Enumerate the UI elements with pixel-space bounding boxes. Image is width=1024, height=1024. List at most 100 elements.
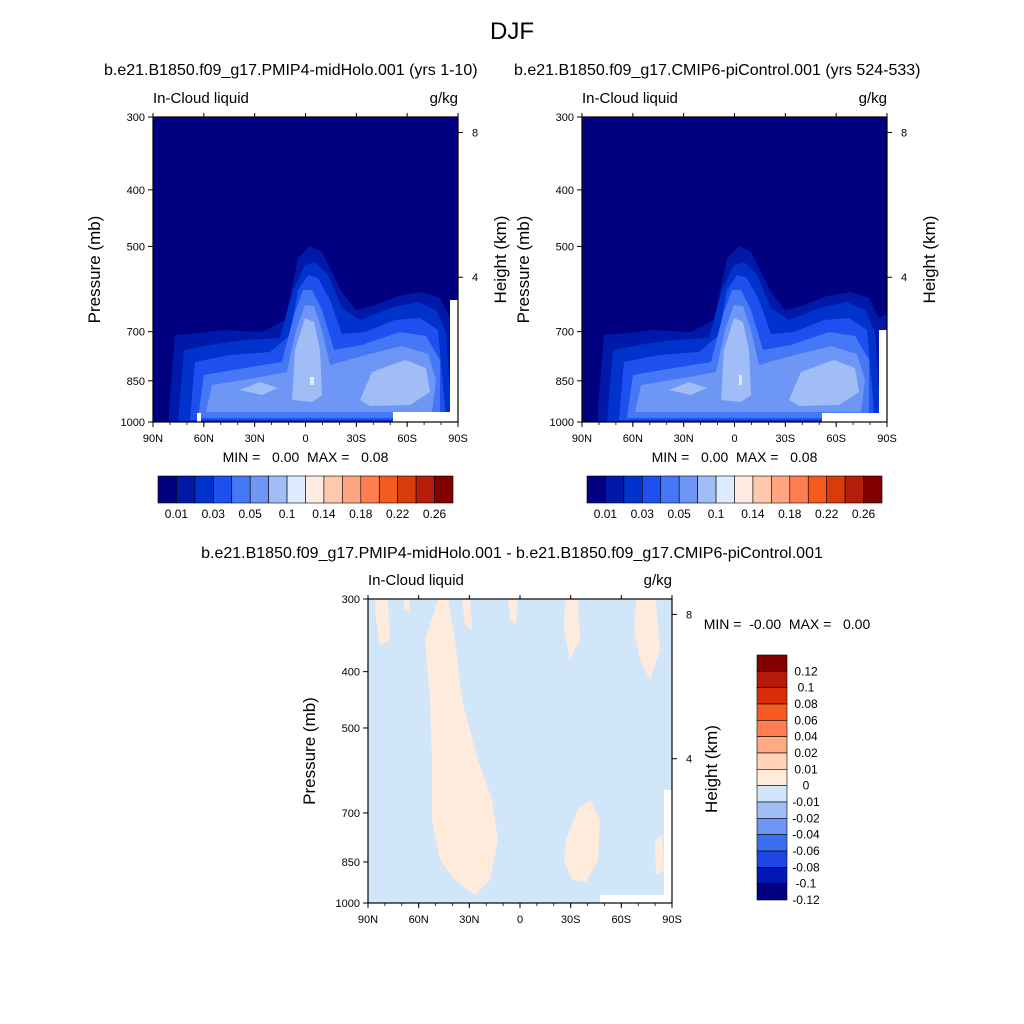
- right-y-tick-label: 400: [556, 185, 574, 197]
- difference-colorbar-label: -0.02: [792, 811, 820, 825]
- left-x-tick-label: 90S: [448, 433, 468, 445]
- difference-colorbar-box: [756, 687, 788, 705]
- right-min-max-label: MIN = 0.00 MAX = 0.08: [652, 449, 818, 465]
- difference-y-tick-label: 1000: [336, 898, 360, 910]
- left-panel-units-label: g/kg: [430, 90, 458, 107]
- left-y-axis-label: Pressure (mb): [85, 216, 104, 324]
- difference-colorbar-box: [756, 671, 788, 688]
- difference-y-right-axis-label: Height (km): [702, 725, 721, 813]
- right-colorbar-box: [605, 475, 625, 504]
- left-colorbar-box: [434, 475, 454, 504]
- right-panel-units-label: g/kg: [859, 90, 887, 107]
- right-x-tick-label: 90N: [572, 433, 592, 445]
- difference-colorbar-box: [756, 801, 788, 819]
- right-panel-title: b.e21.B1850.f09_g17.CMIP6-piControl.001 …: [514, 62, 921, 79]
- left-colorbar-box: [360, 475, 380, 504]
- left-colorbar-label: 0.22: [386, 507, 410, 521]
- right-colorbar-box: [734, 475, 754, 504]
- left-x-tick-label: 30N: [245, 433, 265, 445]
- difference-colorbar-label: -0.12: [792, 893, 820, 907]
- left-x-tick-label: 0: [302, 433, 308, 445]
- left-colorbar-box: [249, 475, 269, 504]
- difference-y-tick-label: 500: [342, 723, 360, 735]
- left-x-tick-label: 30S: [347, 433, 367, 445]
- left-height-tick-label: 8: [472, 127, 478, 139]
- right-colorbar-box: [771, 475, 791, 504]
- right-x-tick-label: 0: [731, 433, 737, 445]
- right-colorbar-label: 0.22: [815, 507, 839, 521]
- right-colorbar-label: 0.14: [741, 507, 765, 521]
- difference-x-tick-label: 90N: [358, 914, 378, 926]
- difference-colorbar-box: [756, 883, 788, 901]
- difference-colorbar-box: [756, 785, 788, 803]
- difference-colorbar-label: 0.02: [794, 746, 818, 760]
- difference-colorbar-box: [756, 769, 788, 786]
- left-panel: In-Cloud liquid g/kg: [152, 90, 459, 423]
- left-height-tick-label: 4: [472, 272, 478, 284]
- difference-colorbar-box: [756, 850, 788, 868]
- difference-colorbar-label: -0.01: [792, 795, 820, 809]
- difference-x-tick-label: 60S: [612, 914, 632, 926]
- left-panel-variable-label: In-Cloud liquid: [153, 90, 249, 107]
- right-height-tick-label: 4: [901, 272, 907, 284]
- left-colorbar-box: [378, 475, 398, 504]
- right-x-tick-label: 30N: [674, 433, 694, 445]
- right-y-right-axis-label: Height (km): [920, 216, 939, 304]
- difference-colorbar-box: [756, 818, 788, 835]
- right-panel-contours: [582, 117, 887, 422]
- difference-x-tick-label: 30S: [561, 914, 581, 926]
- difference-panel-variable-label: In-Cloud liquid: [368, 572, 464, 589]
- left-colorbar-box: [305, 475, 325, 504]
- difference-colorbar-label: 0.01: [794, 762, 818, 776]
- difference-colorbar-label: 0: [803, 779, 810, 793]
- left-colorbar-box: [342, 475, 362, 504]
- left-colorbar-box: [231, 475, 251, 504]
- difference-colorbar-box: [756, 736, 788, 754]
- right-colorbar-box: [623, 475, 643, 504]
- left-x-tick-label: 60N: [194, 433, 214, 445]
- difference-colorbar-box: [756, 720, 788, 737]
- left-colorbar-box: [397, 475, 417, 504]
- right-colorbar-box: [715, 475, 735, 504]
- difference-panel-title: b.e21.B1850.f09_g17.PMIP4-midHolo.001 - …: [201, 545, 823, 562]
- right-colorbar-box: [586, 475, 606, 504]
- left-colorbar-box: [323, 475, 343, 504]
- left-panel-contours: [153, 117, 458, 422]
- left-colorbar-box: [157, 475, 177, 504]
- left-colorbar-label: 0.01: [165, 507, 189, 521]
- difference-colorbar-label: 0.04: [794, 730, 818, 744]
- left-colorbar-label: 0.1: [279, 507, 296, 521]
- difference-colorbar-label: -0.06: [792, 844, 820, 858]
- right-colorbar-box: [863, 475, 883, 504]
- right-colorbar-box: [678, 475, 698, 504]
- difference-y-axis-label: Pressure (mb): [300, 697, 319, 805]
- difference-colorbar-box: [756, 752, 788, 770]
- right-panel: In-Cloud liquid g/kg: [581, 90, 888, 423]
- right-colorbar-box: [844, 475, 864, 504]
- left-colorbar-box: [268, 475, 288, 504]
- left-colorbar-label: 0.18: [349, 507, 373, 521]
- left-colorbar-label: 0.05: [239, 507, 263, 521]
- left-colorbar-box: [176, 475, 196, 504]
- difference-panel-contours: [368, 599, 672, 903]
- right-colorbar-label: 0.03: [631, 507, 655, 521]
- right-y-tick-label: 1000: [550, 417, 574, 429]
- left-colorbar-label: 0.26: [423, 507, 447, 521]
- left-colorbar-box: [415, 475, 435, 504]
- difference-min-max-label: MIN = -0.00 MAX = 0.00: [704, 616, 871, 632]
- right-colorbar-label: 0.01: [594, 507, 618, 521]
- right-colorbar-box: [697, 475, 717, 504]
- difference-panel-units-label: g/kg: [644, 572, 672, 589]
- right-y-tick-label: 500: [556, 241, 574, 253]
- right-colorbar-box: [789, 475, 809, 504]
- difference-x-tick-label: 60N: [409, 914, 429, 926]
- right-y-axis-label: Pressure (mb): [514, 216, 533, 324]
- difference-colorbar-label: 0.12: [794, 664, 818, 678]
- left-y-tick-label: 400: [127, 185, 145, 197]
- difference-x-tick-label: 90S: [662, 914, 682, 926]
- difference-colorbar-box: [756, 867, 788, 884]
- right-colorbar-box: [826, 475, 846, 504]
- difference-colorbar-label: -0.04: [792, 828, 820, 842]
- difference-height-tick-label: 4: [686, 754, 692, 766]
